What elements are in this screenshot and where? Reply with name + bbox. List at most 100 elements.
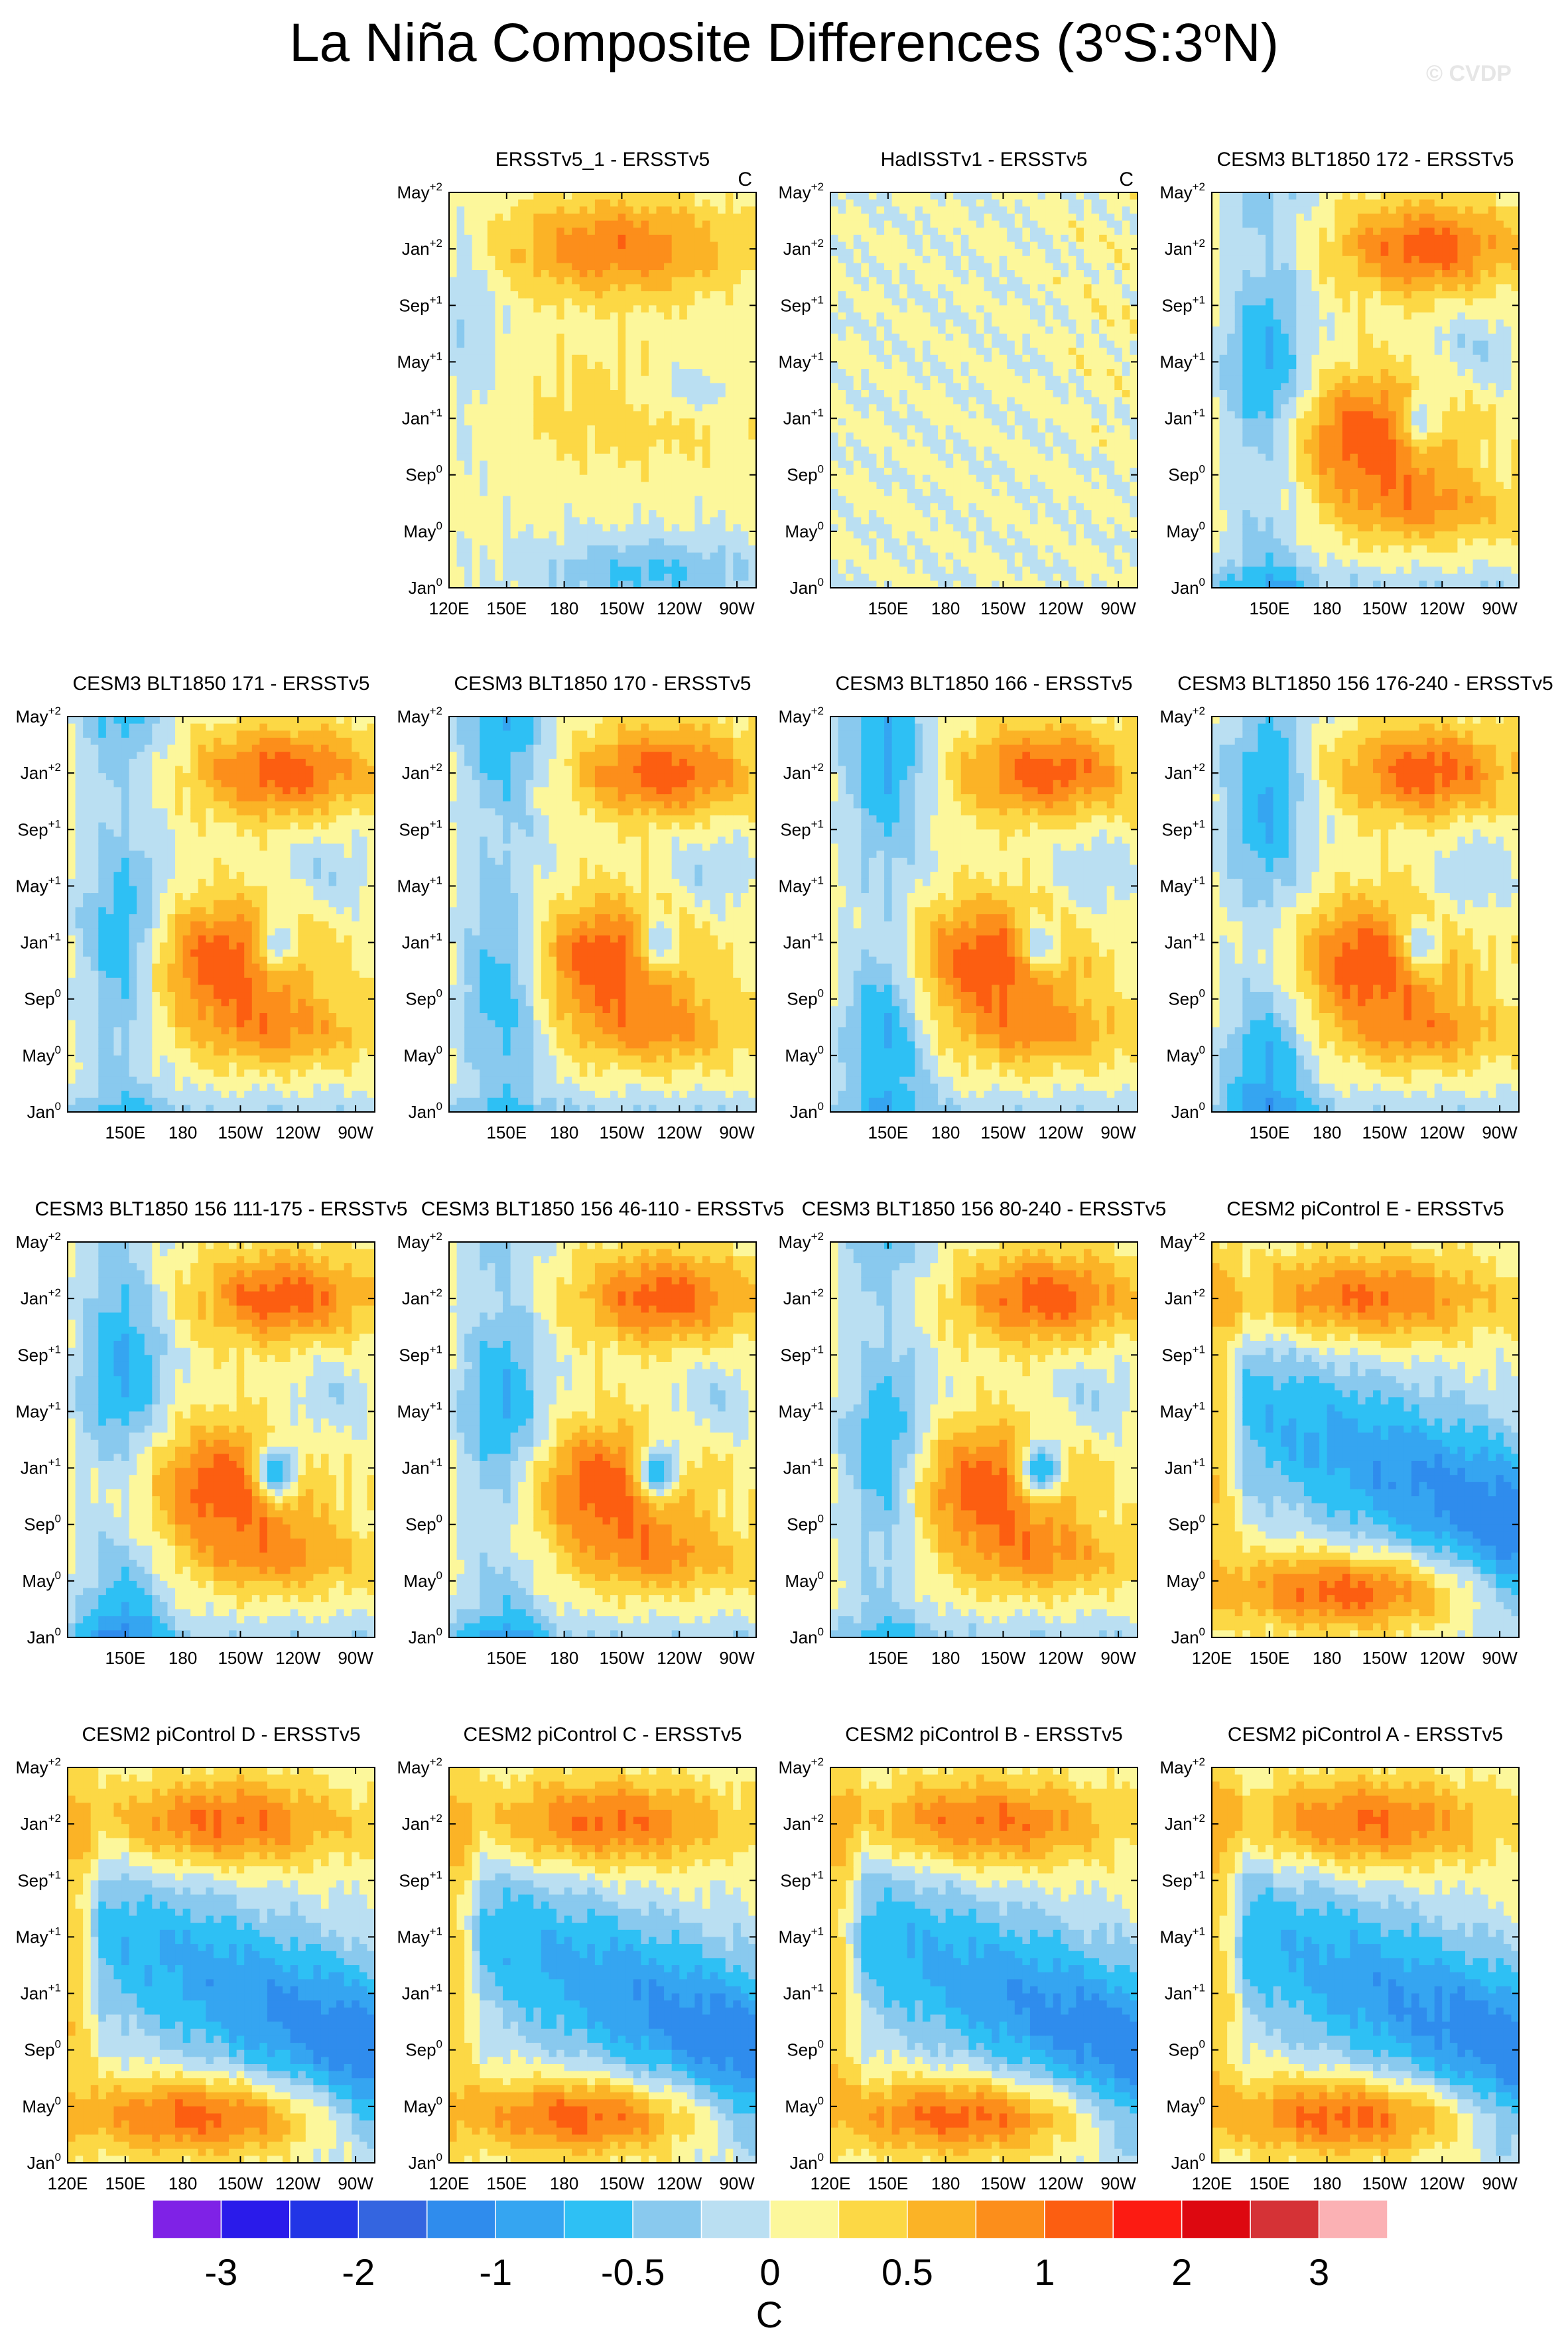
heat-cell (495, 376, 503, 383)
heat-cell (549, 390, 556, 397)
heat-cell (572, 362, 580, 369)
heat-cell (541, 454, 549, 461)
heat-cell (556, 341, 564, 348)
heat-cell (533, 369, 541, 376)
heat-cell (595, 559, 603, 567)
heat-cell (511, 539, 519, 546)
heat-cell (549, 249, 556, 256)
heat-cell (511, 447, 519, 454)
heat-cell (610, 425, 618, 433)
heat-cell (533, 312, 541, 320)
heat-cell (464, 411, 472, 419)
heat-cell (610, 468, 618, 475)
heat-cell (595, 270, 603, 277)
heat-cell (503, 419, 511, 426)
heat-cell (495, 397, 503, 405)
heat-cell (480, 221, 488, 228)
heat-cell (610, 567, 618, 574)
heat-cell (556, 221, 564, 228)
heat-cell (572, 489, 580, 496)
heat-cell (464, 531, 472, 539)
heat-cell (495, 419, 503, 426)
heat-cell (526, 411, 534, 419)
heat-cell (564, 256, 572, 263)
heat-cell (533, 362, 541, 369)
heat-cell (580, 334, 588, 341)
heat-cell (495, 447, 503, 454)
heat-cell (564, 320, 572, 327)
heat-cell (595, 221, 603, 228)
heat-cell (464, 524, 472, 531)
heat-cell (488, 553, 495, 560)
heat-cell (503, 221, 511, 228)
heat-cell (603, 397, 611, 405)
heat-cell (549, 397, 556, 405)
heat-cell (449, 383, 457, 390)
heat-cell (610, 559, 618, 567)
heat-cell (618, 200, 626, 207)
heat-cell (503, 341, 511, 348)
heat-cell (587, 369, 595, 376)
heat-cell (464, 489, 472, 496)
heat-cell (511, 256, 519, 263)
heat-cell (533, 355, 541, 362)
heat-cell (518, 510, 526, 517)
heat-cell (526, 397, 534, 405)
heat-cell (503, 235, 511, 242)
heat-cell (610, 404, 618, 411)
heat-cell (556, 517, 564, 525)
heat-cell (587, 545, 595, 553)
heat-cell (587, 291, 595, 299)
heat-cell (488, 447, 495, 454)
heat-cell (572, 221, 580, 228)
heat-cell (464, 235, 472, 242)
heat-cell (511, 326, 519, 334)
heat-cell (503, 320, 511, 327)
heat-cell (618, 419, 626, 426)
heat-cell (587, 539, 595, 546)
heat-cell (518, 214, 526, 221)
heat-cell (503, 200, 511, 207)
heat-cell (572, 460, 580, 468)
heat-cell (618, 524, 626, 531)
heat-cell (488, 376, 495, 383)
heat-cell (564, 348, 572, 355)
heat-cell (549, 291, 556, 299)
heat-cell (549, 228, 556, 235)
heat-cell (580, 228, 588, 235)
heat-cell (457, 574, 465, 581)
heat-cell (533, 200, 541, 207)
heat-cell (556, 567, 564, 574)
heat-cell (449, 475, 457, 482)
heat-cell (495, 567, 503, 574)
heat-cell (480, 447, 488, 454)
heat-cell (603, 192, 611, 200)
figure-canvas: ERSSTv5_1 - ERSSTv5CMay+2Jan+2Sep+1May+1… (0, 0, 1568, 2342)
heat-cell (587, 228, 595, 235)
heat-cell (549, 334, 556, 341)
heat-cell (457, 214, 465, 221)
heat-cell (610, 320, 618, 327)
heat-cell (580, 440, 588, 447)
heat-cell (618, 221, 626, 228)
heat-cell (518, 348, 526, 355)
heat-cell (603, 440, 611, 447)
heat-cell (533, 249, 541, 256)
heat-cell (533, 419, 541, 426)
heat-cell (572, 567, 580, 574)
heat-cell (625, 256, 633, 263)
heat-cell (564, 192, 572, 200)
heat-cell (480, 404, 488, 411)
heat-cell (549, 539, 556, 546)
heat-cell (587, 312, 595, 320)
heat-cell (625, 419, 633, 426)
heat-cell (488, 503, 495, 510)
heat-cell (610, 284, 618, 291)
heat-cell (618, 482, 626, 489)
heat-cell (610, 482, 618, 489)
heat-cell (526, 320, 534, 327)
heat-cell (464, 419, 472, 426)
heat-cell (587, 447, 595, 454)
heat-cell (595, 256, 603, 263)
heat-cell (603, 468, 611, 475)
